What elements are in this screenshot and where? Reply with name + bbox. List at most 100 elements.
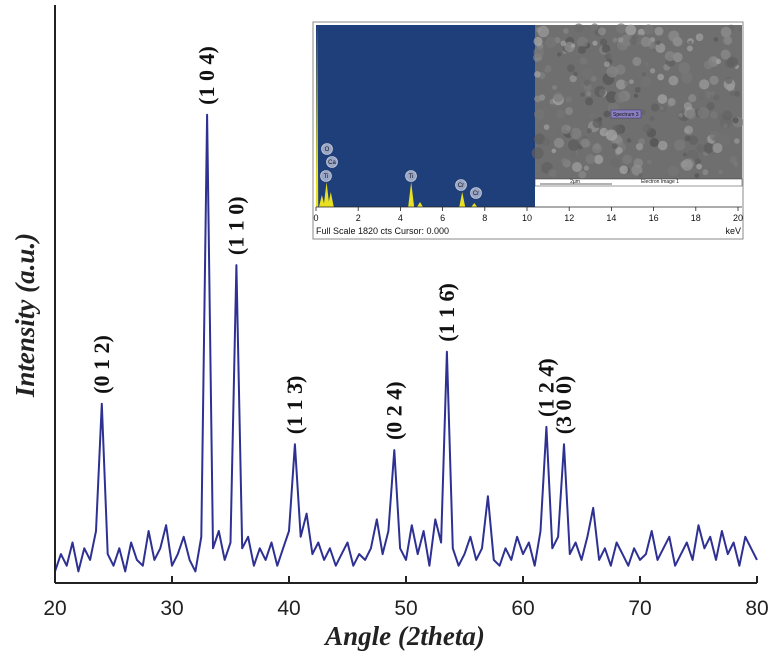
sem-grain <box>534 71 541 78</box>
sem-grain <box>567 139 580 151</box>
sem-grain <box>649 68 656 74</box>
sem-grain <box>585 91 592 97</box>
sem-grain <box>667 97 676 107</box>
sem-grain <box>678 62 691 74</box>
sem-grain <box>579 57 588 65</box>
sem-grain <box>674 105 686 117</box>
sem-grain <box>571 162 583 173</box>
sem-grain <box>710 90 715 96</box>
sem-grain <box>543 124 550 130</box>
sem-grain <box>552 85 557 90</box>
sem-grain <box>726 83 735 92</box>
sem-grain <box>646 159 652 165</box>
peak-label-badge <box>470 187 482 199</box>
sem-grain <box>590 75 597 82</box>
sem-grain <box>593 154 604 165</box>
sem-grain <box>576 36 588 48</box>
spectrum-tick-label: 20 <box>733 213 743 223</box>
image-caption: Electron Image 1 <box>641 179 679 185</box>
sem-grain <box>676 139 682 145</box>
peak-label-badge <box>321 143 333 155</box>
spectrum-tick-label: 2 <box>356 213 361 223</box>
sem-grain <box>590 23 599 31</box>
sem-grain <box>732 117 739 124</box>
sem-grain <box>601 44 611 53</box>
sem-grain <box>657 73 665 81</box>
sem-grain <box>580 83 585 88</box>
sem-grain <box>637 28 645 36</box>
sem-grain <box>570 127 582 140</box>
sem-grain <box>555 127 561 133</box>
sem-grain <box>713 37 719 42</box>
sem-grain <box>657 140 668 151</box>
sem-grain <box>599 38 608 46</box>
sem-grain <box>683 128 690 134</box>
sem-grain <box>729 156 737 164</box>
sem-grain <box>567 64 575 73</box>
sem-grain <box>635 143 644 151</box>
x-tick-label: 50 <box>394 597 417 620</box>
sem-grain <box>668 75 679 86</box>
spectrum-peak <box>459 192 466 207</box>
spectrum-tick-label: 0 <box>313 213 318 223</box>
sem-grain <box>681 71 693 84</box>
sem-grain <box>686 45 693 52</box>
sem-grain <box>695 33 704 42</box>
sem-grain <box>718 169 723 174</box>
sem-grain <box>658 104 667 113</box>
sem-grain <box>631 164 643 176</box>
inset: 2µm Electron Image 1 Spectrum 3 0 2 4 6 8 10 1… <box>312 21 744 240</box>
spectrum-peak <box>327 192 334 207</box>
sem-grain <box>672 52 683 63</box>
scale-bar-label: 2µm <box>570 179 580 185</box>
sem-grain <box>685 109 697 120</box>
sem-grain <box>712 135 719 143</box>
sem-grain <box>585 154 596 164</box>
spectrum-tick-label: 8 <box>482 213 487 223</box>
x-tick-label: 60 <box>511 597 534 620</box>
sem-grain <box>640 76 652 88</box>
sem-grain <box>565 96 573 103</box>
sem-grain <box>561 124 571 135</box>
spectrum-peak <box>471 203 478 207</box>
sem-grain <box>737 27 742 32</box>
sem-grain <box>626 138 632 143</box>
sem-grain <box>674 139 686 151</box>
peak-annotation: (1 0 4) <box>194 46 219 105</box>
peak-annotation: (1 1 0) <box>223 196 248 255</box>
x-tick-label: 40 <box>277 597 300 620</box>
spectrum-peak <box>408 182 415 207</box>
sem-grain <box>632 34 638 40</box>
sem-grain <box>604 53 612 60</box>
sem-grain <box>597 27 606 36</box>
sem-grain <box>534 109 545 120</box>
sem-grain <box>615 79 627 90</box>
sem-grain <box>657 94 668 104</box>
peak-annotation: (1 2 4̄) <box>533 358 558 417</box>
spectrum-tick-label: 16 <box>649 213 659 223</box>
sem-grain <box>544 36 557 49</box>
sem-grain <box>548 168 557 178</box>
spectrum-footer: Full Scale 1820 cts Cursor: 0.000 <box>316 226 449 236</box>
sem-grain <box>534 95 542 103</box>
peak-label-badge <box>320 170 332 182</box>
sem-grain <box>555 109 565 119</box>
sem-grain <box>633 93 638 98</box>
peak-label-badge <box>326 156 338 168</box>
spectrum-tick-label: 14 <box>606 213 616 223</box>
sem-grain <box>650 103 660 112</box>
sem-grain <box>722 110 733 121</box>
sem-grain <box>688 40 693 45</box>
sem-grain <box>578 170 587 179</box>
sem-grain <box>614 91 626 104</box>
sem-grain <box>553 137 565 149</box>
sem-grain <box>684 135 691 142</box>
sem-grain <box>709 75 719 85</box>
sem-grain <box>720 26 732 38</box>
sem-grain <box>643 24 654 35</box>
sem-grain <box>694 173 700 179</box>
sem-grain <box>694 158 702 165</box>
sem-grain <box>661 36 669 45</box>
sem-info-bar <box>534 178 743 187</box>
